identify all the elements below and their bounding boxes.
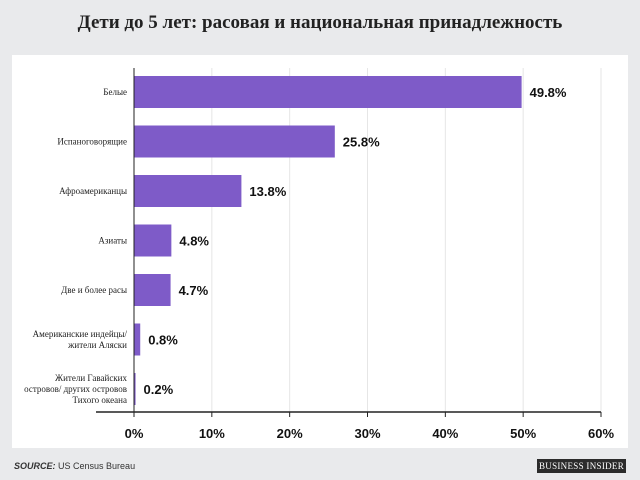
x-tick-label: 60% — [588, 426, 614, 441]
chart-title: Дети до 5 лет: расовая и национальная пр… — [77, 12, 563, 33]
brand-logo: BUSINESS INSIDER — [537, 459, 626, 473]
x-tick-label: 10% — [199, 426, 225, 441]
category-label-line: Тихого океана — [72, 395, 127, 405]
value-label: 13.8% — [249, 184, 286, 199]
category-label: Афроамериканцы — [59, 186, 127, 196]
bar — [134, 274, 171, 306]
category-label-line: Две и более расы — [61, 285, 127, 295]
x-tick-label: 50% — [510, 426, 536, 441]
value-label: 0.8% — [148, 333, 178, 348]
bar — [134, 373, 136, 405]
source-note: SOURCE: US Census Bureau — [14, 461, 135, 471]
category-label: Испаноговорящие — [57, 137, 127, 147]
category-label-line: островов/ других островов — [24, 384, 127, 394]
category-label: Азиаты — [98, 236, 127, 246]
bar — [134, 125, 335, 158]
category-label: Американские индейцы/жители Аляски — [33, 329, 128, 350]
category-label-line: Азиаты — [98, 236, 127, 246]
category-label-line: Испаноговорящие — [57, 137, 127, 147]
value-label: 0.2% — [144, 382, 174, 397]
source-text: US Census Bureau — [58, 461, 136, 471]
category-label-line: Американские индейцы/ — [33, 329, 128, 339]
bar — [134, 224, 172, 257]
x-tick-label: 30% — [354, 426, 380, 441]
value-label: 4.8% — [179, 234, 209, 249]
value-label: 25.8% — [343, 135, 380, 150]
category-label: Белые — [103, 87, 127, 97]
bar — [134, 323, 141, 356]
category-label: Две и более расы — [61, 285, 127, 295]
value-label: 49.8% — [530, 85, 567, 100]
value-label: 4.7% — [179, 283, 209, 298]
bar — [134, 175, 242, 207]
x-tick-label: 20% — [277, 426, 303, 441]
bar — [134, 76, 522, 108]
x-tick-label: 40% — [432, 426, 458, 441]
category-label-line: Жители Гавайских — [55, 373, 127, 383]
source-key: SOURCE: — [14, 461, 56, 471]
category-label-line: Афроамериканцы — [59, 186, 127, 196]
chart-panel — [12, 55, 628, 448]
category-label: Жители Гавайских островов/ других острово… — [24, 373, 127, 405]
category-label-line: жители Аляски — [67, 340, 127, 350]
x-tick-label: 0% — [125, 426, 144, 441]
category-label-line: Белые — [103, 87, 127, 97]
